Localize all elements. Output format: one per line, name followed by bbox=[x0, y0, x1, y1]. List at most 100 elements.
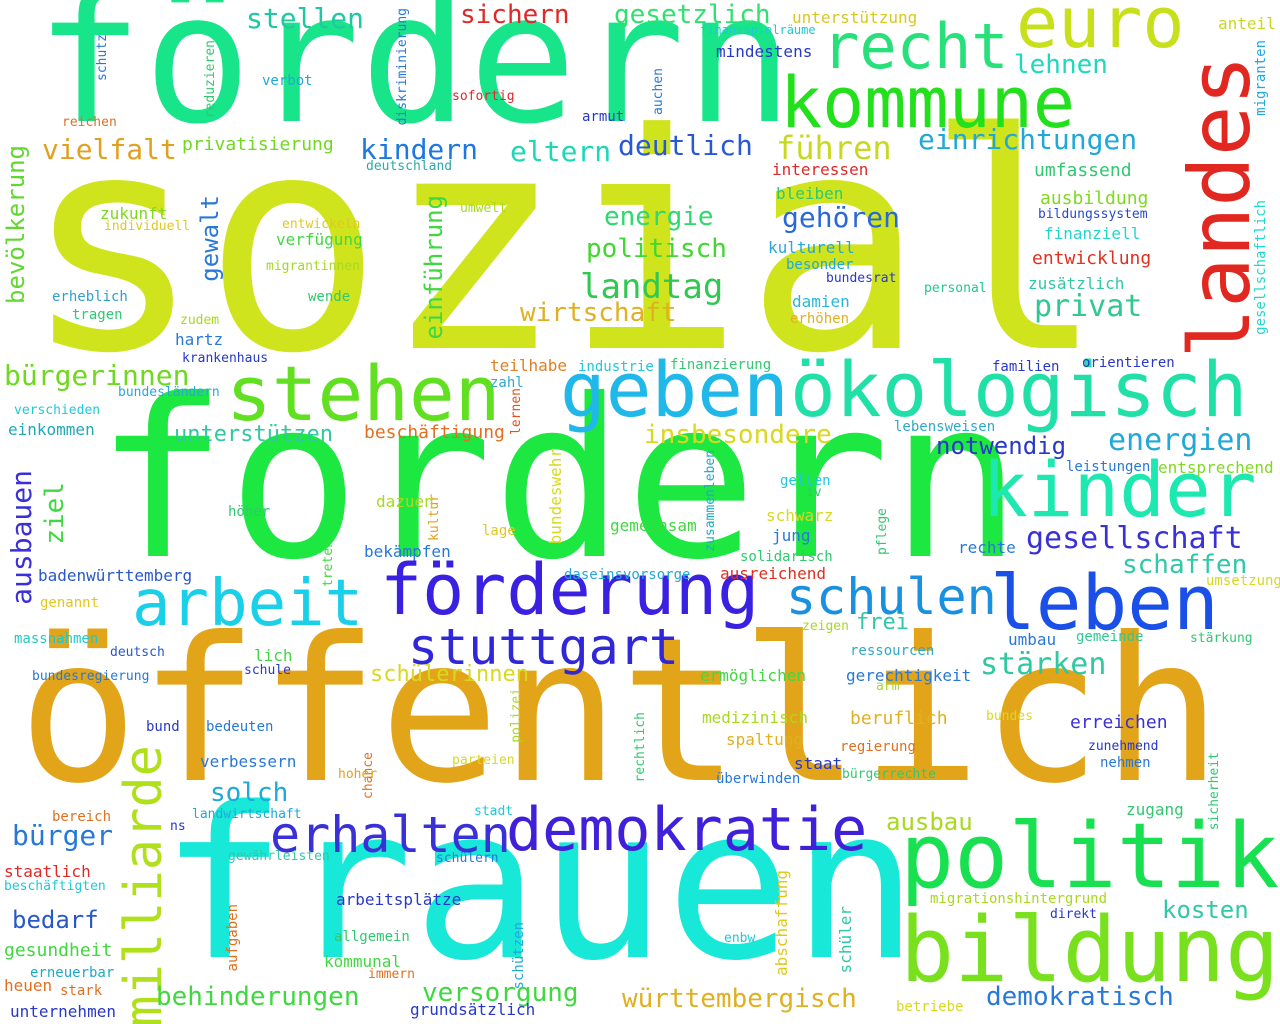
word-spaltung: spaltung bbox=[726, 730, 804, 749]
word-gewalt: gewalt bbox=[196, 195, 224, 282]
word-energien: energien bbox=[1108, 423, 1253, 458]
word-beschaeftigung: beschäftigung bbox=[364, 422, 505, 443]
word-deutschland: deutschland bbox=[366, 159, 453, 174]
word-schwarz: schwarz bbox=[766, 506, 834, 525]
word-bundes: bundes bbox=[986, 709, 1033, 724]
word-staerkung: stärkung bbox=[1190, 631, 1253, 646]
word-lernen: lernen bbox=[509, 388, 524, 435]
word-leistungen: leistungen bbox=[1066, 459, 1151, 475]
word-bundeswehr: bundeswehr bbox=[546, 448, 565, 545]
word-genannt: genannt bbox=[40, 595, 100, 611]
word-bereich: bereich bbox=[52, 809, 112, 825]
word-badenwuerttemberg: badenwürttemberg bbox=[38, 566, 193, 585]
word-frauen: frauen bbox=[160, 762, 919, 1007]
word-stadt: stadt bbox=[474, 804, 514, 819]
word-landwirtschaft: landwirtschaft bbox=[192, 807, 302, 822]
word-kinder: kinder bbox=[982, 445, 1257, 534]
word-unternehmen: unternehmen bbox=[10, 1002, 116, 1021]
word-betriebe: betriebe bbox=[896, 999, 964, 1015]
word-anteil: anteil bbox=[1218, 14, 1276, 33]
word-geben: geben bbox=[560, 345, 789, 434]
word-politik: politik bbox=[900, 804, 1280, 909]
word-erreichen: erreichen bbox=[1070, 712, 1168, 733]
word-umfassend: umfassend bbox=[1034, 160, 1132, 181]
word-zahl: zahl bbox=[490, 375, 524, 391]
word-privat: privat bbox=[1034, 289, 1143, 324]
word-ermoeglichen: ermöglichen bbox=[700, 666, 806, 685]
word-zeigen: zeigen bbox=[802, 619, 849, 634]
word-verfuegung: verfügung bbox=[276, 230, 363, 249]
word-dazuen: dazuen bbox=[376, 492, 434, 511]
word-bedarf: bedarf bbox=[12, 906, 99, 934]
word-euro: euro bbox=[1016, 0, 1185, 64]
word-beschaeftigten: beschäftigten bbox=[4, 879, 106, 894]
word-pflege: pflege bbox=[875, 508, 890, 555]
word-bildungssystem: bildungssystem bbox=[1038, 207, 1148, 222]
word-gesundheit: gesundheit bbox=[4, 940, 113, 961]
word-stellen: stellen bbox=[246, 2, 365, 35]
word-bildung: bildung bbox=[900, 898, 1280, 1003]
word-bund: bund bbox=[146, 719, 180, 735]
word-schuelern: schülern bbox=[436, 851, 499, 866]
word-gelten: gelten bbox=[780, 473, 831, 489]
word-leben: leben bbox=[990, 558, 1219, 647]
word-verschieden: verschieden bbox=[14, 403, 101, 418]
word-arm: arm bbox=[876, 679, 900, 694]
word-aufgaben: aufgaben bbox=[225, 904, 241, 972]
word-privatisierung: privatisierung bbox=[182, 134, 334, 155]
word-reduzieren: reduzieren bbox=[203, 40, 218, 119]
word-verbot: verbot bbox=[262, 73, 313, 89]
word-entwicklung: entwicklung bbox=[1032, 248, 1152, 269]
word-umbau: umbau bbox=[1008, 630, 1057, 649]
word-einkommen: einkommen bbox=[8, 420, 95, 439]
word-bevoelkerung: bevölkerung bbox=[2, 145, 30, 304]
word-reichen: reichen bbox=[62, 115, 117, 130]
word-beruflich: beruflich bbox=[850, 708, 948, 729]
word-industrie: industrie bbox=[578, 359, 654, 375]
word-gesetzlich: gesetzlich bbox=[614, 0, 771, 30]
word-regierung: regierung bbox=[840, 739, 916, 755]
word-migrantinnen: migrantinnen bbox=[266, 259, 360, 274]
word-solch: solch bbox=[210, 778, 289, 808]
word-rechtlich: rechtlich bbox=[633, 712, 648, 783]
word-sichern: sichern bbox=[460, 0, 570, 30]
word-finanzspielraeume: finanzspielräume bbox=[700, 23, 816, 37]
word-grundsaetzlich: grundsätzlich bbox=[410, 1000, 536, 1019]
word-eltern: eltern bbox=[510, 135, 612, 168]
word-abschaffung: abschaffung bbox=[772, 870, 791, 976]
word-schaffen: schaffen bbox=[1122, 550, 1248, 580]
word-gemeinde: gemeinde bbox=[1076, 629, 1144, 645]
word-parteien: parteien bbox=[452, 753, 515, 768]
word-foerderung: förderung bbox=[380, 549, 760, 631]
word-massnahmen: massnahmen bbox=[14, 631, 99, 647]
word-unterstuetzen: unterstützen bbox=[174, 422, 333, 447]
word-gewaehrleisten: gewährleisten bbox=[228, 849, 330, 864]
word-lebensweisen: lebensweisen bbox=[894, 419, 996, 435]
word-hartz: hartz bbox=[175, 330, 224, 349]
word-stark: stark bbox=[60, 983, 103, 999]
word-zukunft: zukunft bbox=[100, 204, 168, 223]
word-orientieren: orientieren bbox=[1082, 355, 1175, 371]
word-insbesondere: insbesondere bbox=[644, 420, 832, 450]
word-demokratie: demokratie bbox=[506, 795, 868, 865]
word-landtag: landtag bbox=[580, 267, 724, 307]
word-frei: frei bbox=[856, 610, 909, 635]
word-diskriminierung: diskriminierung bbox=[395, 8, 410, 126]
word-familien: familien bbox=[992, 359, 1060, 375]
word-gesellschaftlich: gesellschaftlich bbox=[1253, 200, 1269, 335]
word-rechte: rechte bbox=[958, 538, 1016, 557]
word-teilhabe: teilhabe bbox=[490, 356, 568, 375]
word-staerken: stärken bbox=[980, 647, 1107, 682]
word-besonder: besonder bbox=[786, 257, 854, 273]
word-ressourcen: ressourcen bbox=[850, 643, 935, 659]
word-recht: recht bbox=[822, 10, 1009, 83]
word-zusaetzlich: zusätzlich bbox=[1028, 274, 1125, 293]
word-nehmen: nehmen bbox=[1100, 755, 1151, 771]
word-kindern: kindern bbox=[360, 133, 479, 166]
word-unterstuetzung: unterstützung bbox=[792, 8, 918, 27]
word-buergerrechte: bürgerrechte bbox=[842, 767, 936, 782]
word-damien: damien bbox=[792, 292, 850, 311]
word-migranten: migranten bbox=[1253, 40, 1269, 116]
word-ziel: ziel bbox=[40, 482, 70, 545]
word-wende: wende bbox=[308, 289, 351, 305]
